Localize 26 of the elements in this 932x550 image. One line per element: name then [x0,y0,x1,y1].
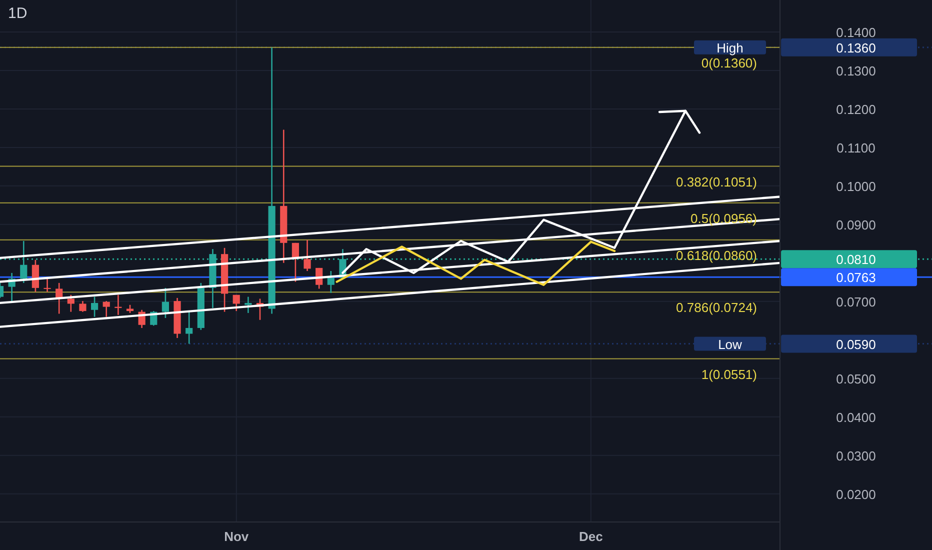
y-tick-label: 0.1000 [836,178,876,194]
ref-line-label: Low [718,336,743,352]
x-tick-label: Dec [578,529,603,544]
ref-line-label: 0(0.1360) [701,55,757,70]
y-tick-label: 0.0900 [836,217,876,232]
ref-line-label: 0.786(0.0724) [676,300,757,316]
chart-title: 1D [8,5,28,22]
ref-line-label: 0.382(0.1051) [676,174,757,190]
y-tick-label: 0.1100 [836,140,876,156]
ref-line-label: 1(0.0551) [701,366,757,382]
y-tick-label: 0.1200 [836,102,876,117]
y-tick-label: 0.0700 [836,294,876,310]
ref-line-label: 0.618(0.0860) [676,248,757,263]
ref-line-label: 0.0763 [836,270,876,286]
y-tick-label: 0.0400 [836,410,876,425]
text: 0.1360 [836,40,876,56]
y-tick-label: 0.1300 [836,63,876,78]
x-tick-label: Nov [224,529,250,544]
y-tick-label: 0.1400 [836,24,876,40]
ref-line-label: High [716,40,744,56]
y-tick-label: 0.0200 [836,486,876,502]
y-tick-label: 0.0300 [836,448,876,464]
ref-line-label: 0.5(0.0956) [690,210,757,226]
y-tick-label: 0.0500 [836,371,876,386]
text: 0.0590 [836,336,876,352]
ref-line-label: 0.0810 [836,252,876,268]
